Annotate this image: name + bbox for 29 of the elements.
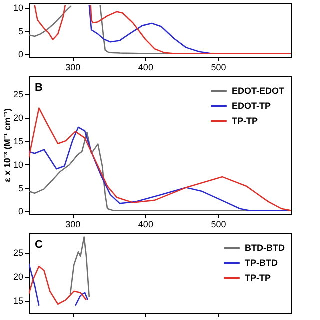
x-tick-label: 500 [211, 62, 226, 72]
y-tick-label: 20 [13, 113, 24, 124]
annotation: B [35, 82, 43, 94]
y-tick-label: 15 [13, 296, 24, 306]
x-tick-label: 300 [66, 62, 81, 72]
x-tick-label: 500 [211, 220, 226, 230]
y-tick-label: 0 [18, 206, 24, 217]
x-tick-label: 400 [138, 62, 154, 72]
line-series [29, 108, 291, 212]
x-tick-label: 300 [66, 220, 81, 230]
y-tick-label: 25 [13, 90, 24, 100]
y-axis-title: ε x 10⁻³ (M⁻¹ cm⁻¹) [2, 108, 12, 182]
y-tick-label: 20 [13, 272, 24, 282]
y-tick-label: 10 [13, 160, 24, 170]
line-series [70, 236, 90, 298]
y-tick-label: 5 [18, 26, 24, 36]
legend-label: TP-TP [232, 116, 258, 126]
y-tick-label: 15 [13, 136, 24, 147]
legend-label: BTD-BTD [245, 243, 286, 253]
y-tick-label: 25 [13, 248, 24, 258]
y-tick-label: 0 [18, 50, 24, 60]
legend-label: EDOT-EDOT [232, 86, 286, 96]
legend-label: TP-BTD [245, 258, 278, 268]
y-tick-label: 5 [18, 183, 24, 194]
x-tick-label: 400 [138, 220, 154, 230]
annotation: C [35, 239, 43, 251]
legend-label: EDOT-TP [232, 101, 272, 111]
legend-label: TP-TP [245, 273, 271, 283]
y-tick-label: 10 [13, 3, 24, 14]
